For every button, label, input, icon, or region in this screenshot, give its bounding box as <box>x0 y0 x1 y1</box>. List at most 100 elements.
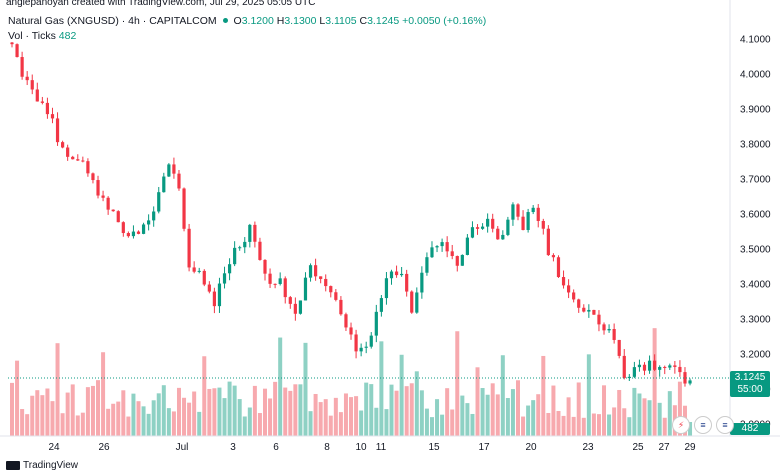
us-flag-icon[interactable]: ≡ <box>694 416 712 434</box>
candle-body <box>521 216 525 230</box>
volume-bar <box>182 397 187 436</box>
volume-bar <box>571 416 576 436</box>
candle-body <box>197 270 201 272</box>
price-tick-label: 3.8000 <box>740 140 771 151</box>
volume-bar <box>222 398 227 436</box>
time-tick-label: Jul <box>176 442 189 453</box>
candle-body <box>278 278 282 285</box>
volume-bar <box>65 392 70 436</box>
candle-body <box>273 283 277 285</box>
volume-bar <box>359 410 364 436</box>
volume-bar <box>602 385 607 436</box>
volume-bar <box>632 387 637 436</box>
change-value: +0.0050 (+0.16%) <box>402 15 487 27</box>
candle-body <box>319 276 323 279</box>
candle-body <box>71 156 75 160</box>
candle-body <box>617 339 621 356</box>
chart-legend: Natural Gas (XNGUSD) · 4h · CAPITALCOM O… <box>8 14 486 44</box>
volume-bar <box>546 412 551 436</box>
candle-body <box>288 297 292 304</box>
candle-body <box>486 218 490 227</box>
candle-body <box>541 220 545 229</box>
candle-body <box>253 224 257 242</box>
volume-bar <box>485 394 490 436</box>
candle-body <box>470 227 475 238</box>
candle-body <box>516 204 520 217</box>
candle-body <box>45 102 50 115</box>
candle-body <box>20 57 24 77</box>
candle-body <box>25 76 29 81</box>
volume-bar <box>409 383 414 436</box>
volume-bar <box>617 389 622 436</box>
candle-body <box>329 286 333 293</box>
volume-bar <box>338 412 343 436</box>
volume-bar <box>318 402 323 436</box>
candle-body <box>496 228 500 240</box>
volume-bar <box>268 398 273 436</box>
volume-bar <box>278 337 283 436</box>
candle-body <box>374 311 378 336</box>
volume-bar <box>333 397 338 436</box>
time-tick-label: 17 <box>478 442 490 453</box>
candle-body <box>688 380 692 384</box>
volume-bar <box>424 408 429 436</box>
us-flag-icon[interactable]: ≡ <box>716 416 734 434</box>
candle-body <box>384 278 389 299</box>
candle-body <box>293 303 297 314</box>
candle-body <box>536 207 540 221</box>
candle-body <box>35 89 39 102</box>
candle-body <box>435 246 439 248</box>
last-price-value: 3.1245 <box>734 372 766 383</box>
price-tick-label: 3.4000 <box>740 280 771 291</box>
candle-body <box>627 376 631 379</box>
volume-bar <box>171 411 176 436</box>
candle-body <box>308 265 313 278</box>
price-tick-label: 3.2000 <box>740 350 771 361</box>
candle-body <box>334 292 338 300</box>
volume-bar <box>551 385 556 436</box>
candle-body <box>55 118 60 143</box>
volume-bar <box>556 411 561 436</box>
volume-bar <box>490 383 495 436</box>
volume-label[interactable]: Vol · Ticks <box>8 30 56 42</box>
candle-body <box>379 298 383 312</box>
volume-bar <box>96 380 101 436</box>
candle-body <box>227 264 232 274</box>
volume-bar <box>374 407 379 436</box>
candle-body <box>131 231 136 237</box>
time-tick-label: 6 <box>273 442 279 453</box>
candle-body <box>15 44 19 58</box>
candle-body <box>106 197 110 210</box>
candle-body <box>298 300 303 314</box>
low-value: 3.1105 <box>325 15 357 27</box>
candle-body <box>50 114 55 119</box>
volume-bar <box>662 417 667 436</box>
candle-body <box>268 273 272 284</box>
candle-body <box>303 277 308 301</box>
volume-bar <box>247 407 252 436</box>
volume-bar <box>156 393 161 436</box>
volume-bar <box>657 402 662 436</box>
candle-body <box>258 241 262 260</box>
candle-body <box>410 291 414 313</box>
volume-bar <box>688 422 693 436</box>
time-tick-label: 3 <box>230 442 236 453</box>
volume-bar <box>419 390 424 436</box>
candle-body <box>678 366 682 373</box>
candle-body <box>157 192 161 212</box>
symbol-title[interactable]: Natural Gas (XNGUSD) · 4h · CAPITALCOM <box>8 15 217 27</box>
volume-bar <box>480 388 485 436</box>
candle-body <box>66 147 70 157</box>
alert-icon[interactable]: ⚡ <box>672 416 690 434</box>
volume-bar <box>116 401 121 436</box>
volume-bar <box>232 385 237 436</box>
volume-bar <box>136 401 141 436</box>
open-value: 3.1200 <box>241 15 274 27</box>
volume-bar <box>379 341 384 436</box>
candle-body <box>263 259 267 274</box>
volume-bar <box>15 360 20 436</box>
volume-bar <box>399 354 404 436</box>
time-tick-label: 27 <box>658 442 670 453</box>
volume-bar <box>354 396 359 436</box>
